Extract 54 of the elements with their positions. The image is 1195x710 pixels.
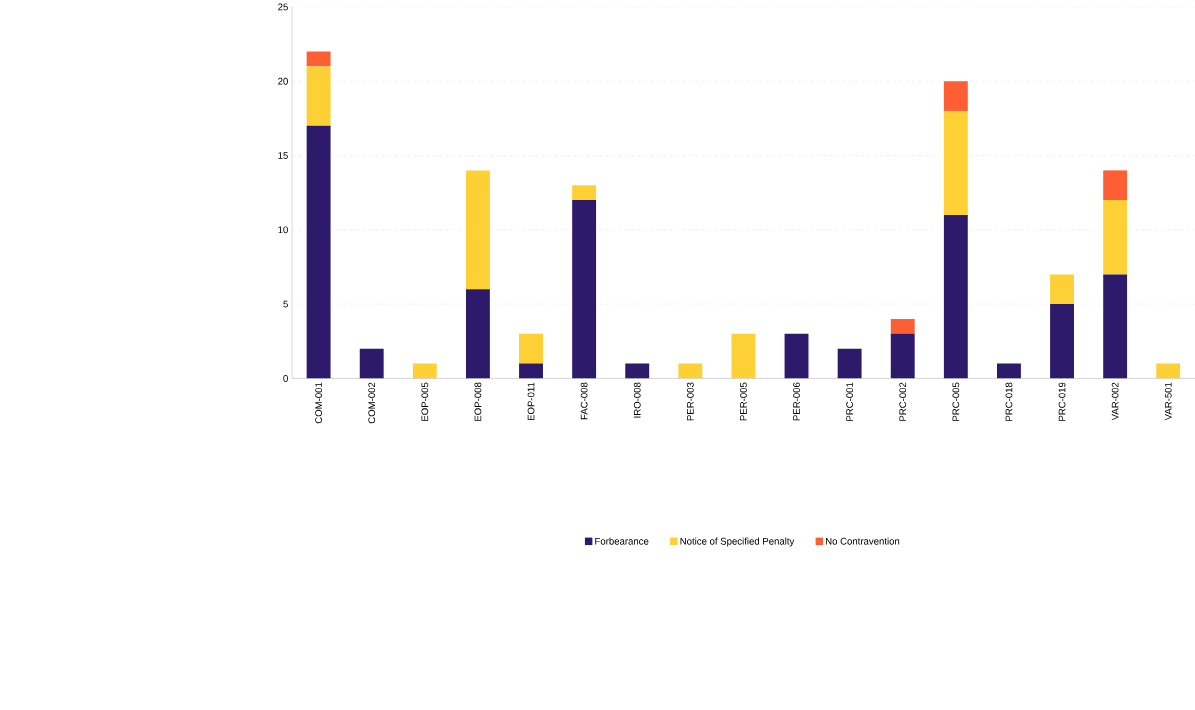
x-tick-label: COM-001 [315,382,323,424]
y-tick-label: 5 [283,300,288,308]
y-tick-label: 0 [283,375,288,382]
x-tick-label: FAC-008 [580,382,588,420]
bar [1103,200,1128,275]
x-tick-label: EOP-008 [474,382,482,421]
bar [465,289,490,379]
legend-label: Notice of Specified Penalty [680,537,795,547]
x-tick-label: PRC-005 [952,382,960,421]
x-tick-label: PRC-001 [846,382,854,421]
x-tick-label: VAR-002 [1111,382,1119,421]
bar [890,333,915,379]
bar [943,81,968,112]
bar [1103,170,1128,201]
bar [572,200,597,379]
bar [306,51,331,67]
y-tick-label: 20 [278,77,288,85]
bar [519,333,543,364]
bar [572,185,597,201]
bar [359,348,384,379]
bar [412,363,437,379]
x-tick-label: PER-003 [686,382,694,421]
bar [1103,274,1128,379]
legend-label: No Contravention [825,537,900,545]
bar [306,66,331,126]
bar [784,333,809,379]
y-tick-label: 10 [278,226,288,234]
x-tick-label: COM-002 [368,382,376,424]
bar [1050,304,1074,379]
y-tick-label: 25 [278,3,288,11]
x-tick-label: PRC-002 [899,382,907,421]
bar [678,363,703,379]
bar [837,348,862,379]
y-tick-label: 15 [278,152,288,159]
bar [519,363,543,379]
bar [625,363,650,379]
bar [943,215,968,379]
x-tick-label: EOP-011 [527,382,535,421]
x-tick-label: PRC-018 [1005,382,1013,421]
x-tick-label: PRC-019 [1058,382,1066,421]
bar [465,170,490,290]
legend-label: Forbearance [595,537,649,545]
x-tick-label: PER-006 [793,382,800,421]
x-tick-label: EOP-005 [421,382,429,421]
bar [731,333,756,379]
x-tick-label: PER-005 [740,382,747,421]
bar [306,125,331,379]
bar [890,319,915,334]
bar [1156,363,1181,379]
bar [1050,274,1074,305]
x-tick-label: VAR-501 [1164,382,1172,421]
x-tick-label: IRO-008 [633,382,641,418]
bar [943,111,968,216]
bar [996,363,1021,379]
